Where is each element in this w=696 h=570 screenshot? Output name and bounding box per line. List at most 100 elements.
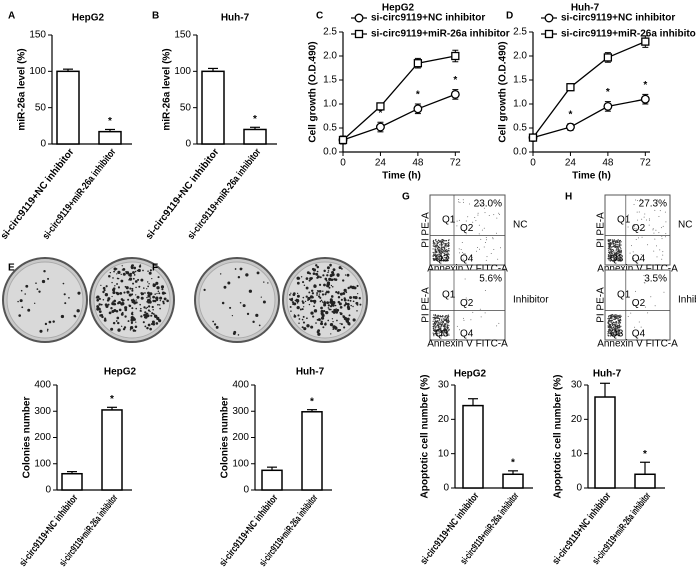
significance: * xyxy=(253,114,257,125)
event xyxy=(432,316,434,319)
colony xyxy=(144,311,147,314)
colony xyxy=(152,284,156,288)
event xyxy=(439,316,442,318)
colony xyxy=(116,277,119,280)
colony xyxy=(17,300,19,303)
colony xyxy=(343,304,346,307)
colony xyxy=(301,308,304,311)
y-tick-label: 1.5 xyxy=(513,75,527,86)
colony xyxy=(242,304,246,308)
event xyxy=(610,319,612,322)
colony xyxy=(140,296,144,300)
quadrant-label: Q2 xyxy=(460,223,474,234)
colony xyxy=(155,296,159,300)
colony xyxy=(310,325,314,329)
colony xyxy=(310,299,313,303)
colony xyxy=(219,273,222,275)
event xyxy=(445,259,447,261)
y-axis-label: Apoptotic cell number (%) xyxy=(553,375,564,499)
colony xyxy=(47,277,50,280)
colony xyxy=(160,285,165,289)
y-tick-label: 10 xyxy=(438,448,450,459)
event xyxy=(618,315,620,317)
colony xyxy=(322,290,324,292)
y-tick-label: 20 xyxy=(571,414,583,425)
x-tick-label: 0 xyxy=(530,158,536,169)
event xyxy=(436,333,438,335)
colony xyxy=(318,289,322,293)
event xyxy=(437,248,439,250)
event xyxy=(616,248,618,250)
event xyxy=(648,224,650,226)
event xyxy=(492,238,494,240)
event xyxy=(446,328,448,331)
event xyxy=(609,319,611,322)
chart-title: HepG2 xyxy=(72,13,105,24)
colony xyxy=(41,279,46,284)
event xyxy=(652,229,654,231)
colony xyxy=(322,274,325,277)
event xyxy=(441,318,443,320)
colony xyxy=(111,281,113,284)
flow-y-label: PI PE-A xyxy=(421,287,432,323)
bar xyxy=(462,404,484,489)
event xyxy=(438,332,440,334)
colony xyxy=(296,305,300,310)
event xyxy=(609,329,611,331)
colony xyxy=(158,292,161,295)
event xyxy=(447,314,449,316)
event xyxy=(438,250,441,252)
event xyxy=(607,240,609,242)
event xyxy=(477,214,479,216)
event xyxy=(658,216,660,218)
quadrant-label: Q3 xyxy=(610,329,624,340)
event xyxy=(440,254,443,256)
event xyxy=(479,308,481,310)
chart-title: Huh-7 xyxy=(221,13,250,24)
event xyxy=(498,322,500,324)
colony xyxy=(293,314,296,316)
event xyxy=(478,224,480,226)
event xyxy=(635,260,637,262)
colony xyxy=(240,267,243,270)
marker xyxy=(354,13,364,23)
event xyxy=(442,239,445,241)
event xyxy=(448,333,450,335)
event xyxy=(433,319,435,321)
event xyxy=(442,314,444,317)
colony xyxy=(24,293,26,295)
event xyxy=(444,320,446,322)
event xyxy=(643,216,645,218)
colony xyxy=(111,309,115,313)
marker xyxy=(566,83,575,92)
event xyxy=(611,239,613,241)
event xyxy=(433,314,435,316)
colony xyxy=(331,270,335,274)
event xyxy=(608,326,610,329)
event xyxy=(615,325,617,328)
colony xyxy=(212,320,215,323)
colony xyxy=(117,270,121,274)
event xyxy=(618,240,621,243)
event xyxy=(478,233,480,235)
event xyxy=(447,249,449,252)
event xyxy=(438,326,441,328)
colony xyxy=(134,280,138,283)
event xyxy=(615,329,617,331)
event xyxy=(439,251,441,253)
event xyxy=(654,305,656,307)
y-tick-label: 400 xyxy=(232,380,249,391)
colony xyxy=(125,271,130,275)
quadrant-label: Q3 xyxy=(610,254,624,265)
y-axis-label: Apoptotic cell number (%) xyxy=(420,375,431,499)
colony xyxy=(356,310,358,312)
colony xyxy=(258,324,261,327)
event xyxy=(436,329,438,332)
colony xyxy=(324,277,328,281)
event xyxy=(445,256,448,259)
event xyxy=(619,242,621,245)
colony xyxy=(325,279,328,282)
colony xyxy=(149,269,152,272)
colony xyxy=(347,286,350,290)
colony xyxy=(324,322,327,325)
